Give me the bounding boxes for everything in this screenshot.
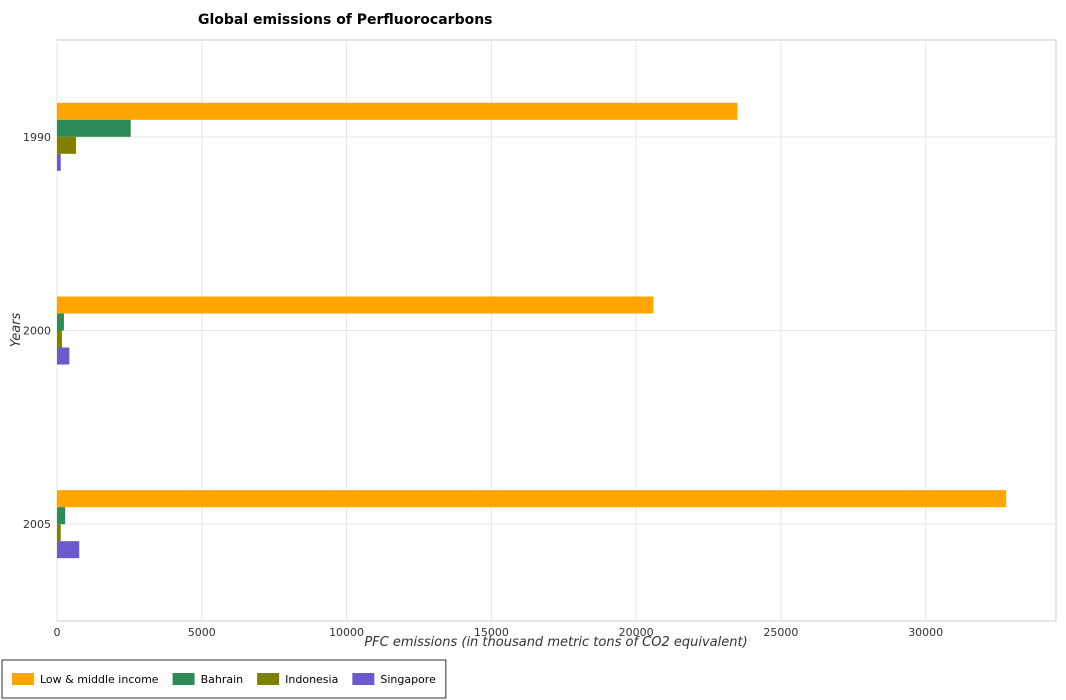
- bar-bahrain-2005: [57, 507, 66, 525]
- legend: Low & middle income Bahrain Indonesia Singa…: [1, 659, 447, 699]
- bar-indonesia-2005: [57, 524, 61, 542]
- legend-swatch: [172, 673, 195, 685]
- legend-label: Singapore: [380, 673, 436, 686]
- bar-singapore-1990: [57, 153, 61, 171]
- y-tick-label: 1990: [23, 131, 51, 144]
- x-tick-label: 15000: [474, 626, 509, 639]
- bars: [57, 102, 1007, 559]
- bar-bahrain-2000: [57, 313, 64, 331]
- x-tick-label: 10000: [329, 626, 364, 639]
- y-tick-label: 2000: [23, 325, 51, 338]
- y-tick-labels: 1990 2000 2005: [23, 131, 51, 531]
- legend-label: Low & middle income: [40, 673, 159, 686]
- bar-indonesia-2000: [57, 330, 62, 348]
- legend-swatch: [352, 673, 375, 685]
- bar-low-middle-income-1990: [57, 102, 738, 120]
- x-tick-label: 20000: [619, 626, 654, 639]
- x-tick-label: 5000: [188, 626, 216, 639]
- x-tick-label: 0: [54, 626, 61, 639]
- legend-swatch: [12, 673, 34, 685]
- y-tick-label: 2005: [23, 518, 51, 531]
- legend-label: Indonesia: [285, 673, 338, 686]
- x-tick-labels: 0 5000 10000 15000 20000 25000 30000: [54, 626, 944, 639]
- bar-low-middle-income-2005: [57, 490, 1007, 508]
- legend-label: Bahrain: [201, 673, 244, 686]
- y-axis-label: Years: [9, 312, 24, 347]
- bar-singapore-2005: [57, 541, 80, 559]
- chart-title: Global emissions of Perfluorocarbons: [198, 12, 493, 28]
- x-tick-label: 30000: [908, 626, 943, 639]
- legend-swatch: [257, 673, 280, 685]
- bar-low-middle-income-2000: [57, 296, 654, 314]
- x-axis-label: PFC emissions (in thousand metric tons o…: [364, 635, 747, 650]
- bar-bahrain-1990: [57, 119, 131, 137]
- bar-singapore-2000: [57, 347, 70, 365]
- bar-indonesia-1990: [57, 136, 77, 154]
- x-tick-label: 25000: [763, 626, 798, 639]
